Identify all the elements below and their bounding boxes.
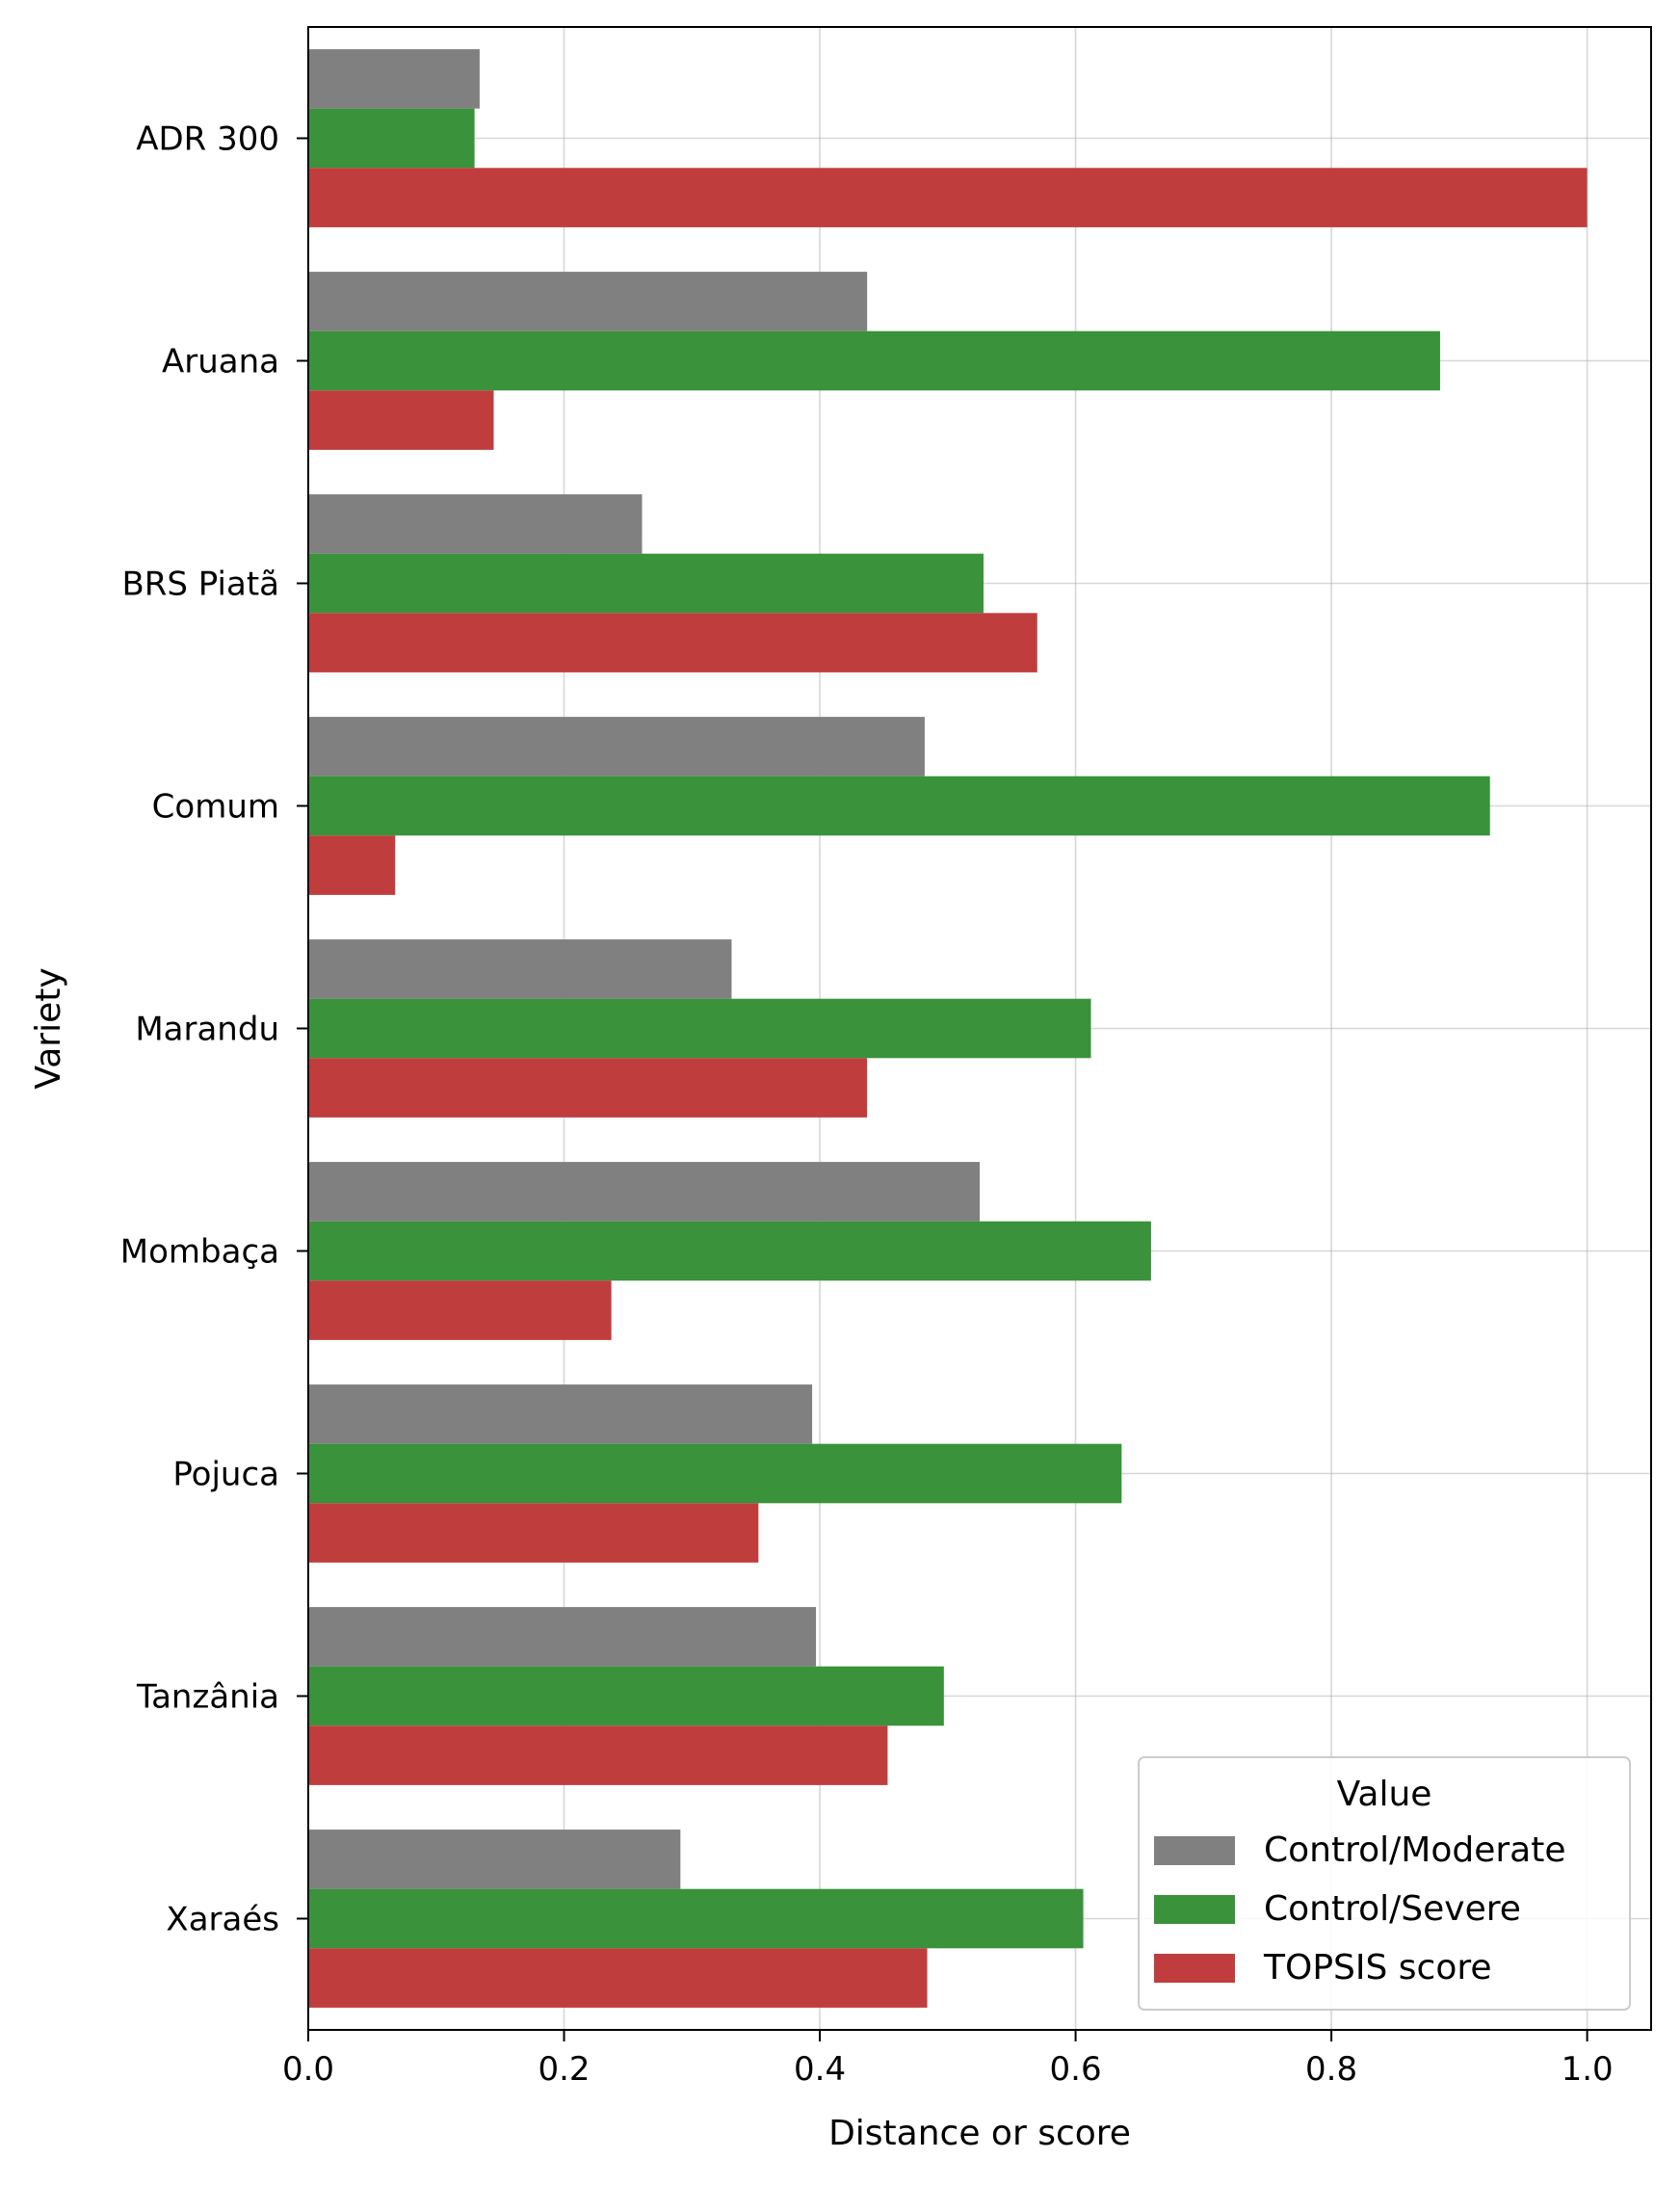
x-tick-label: 0.0	[282, 2050, 334, 2089]
bar-control-severe	[308, 553, 984, 614]
legend-swatch	[1154, 1895, 1235, 1924]
bar-control-moderate	[308, 717, 925, 777]
y-tick-label: Mombaça	[120, 1233, 279, 1272]
y-tick-label: Pojuca	[172, 1456, 279, 1494]
bar-topsis-score	[308, 1503, 759, 1563]
x-tick-label: 0.4	[794, 2050, 846, 2089]
legend-label: Control/Severe	[1264, 1889, 1521, 1929]
bar-control-moderate	[308, 494, 643, 554]
x-axis-title: Distance or score	[828, 2114, 1131, 2153]
x-tick-label: 0.6	[1050, 2050, 1102, 2089]
y-tick-label: BRS Piatã	[121, 566, 279, 604]
bar-control-severe	[308, 1666, 944, 1726]
bar-topsis-score	[308, 1280, 612, 1340]
bar-control-severe	[308, 1443, 1122, 1504]
bar-topsis-score	[308, 1058, 868, 1118]
bar-topsis-score	[308, 1725, 888, 1785]
bar-control-severe	[308, 108, 475, 169]
bar-control-moderate	[308, 939, 732, 999]
x-tick-label: 1.0	[1562, 2050, 1614, 2089]
bars	[308, 49, 1588, 2008]
y-tick-label: Comum	[152, 788, 279, 827]
bar-control-severe	[308, 1221, 1151, 1281]
legend-label: Control/Moderate	[1264, 1830, 1565, 1870]
bar-topsis-score	[308, 613, 1037, 672]
bar-topsis-score	[308, 168, 1588, 227]
bar-control-moderate	[308, 272, 868, 331]
bar-control-moderate	[308, 1607, 817, 1667]
y-axis-title: Variety	[29, 967, 68, 1089]
bar-topsis-score	[308, 835, 396, 895]
y-tick-label: ADR 300	[136, 120, 279, 159]
bar-control-severe	[308, 330, 1440, 391]
bar-control-moderate	[308, 1384, 813, 1444]
bar-control-severe	[308, 1888, 1084, 1949]
bar-topsis-score	[308, 1948, 928, 2008]
y-tick-label: Xaraés	[166, 1901, 279, 1939]
y-tick-label: Aruana	[162, 343, 279, 382]
bar-control-moderate	[308, 1830, 681, 1889]
y-tick-label: Tanzânia	[136, 1678, 279, 1717]
legend-box	[1138, 1756, 1631, 2011]
bar-control-moderate	[308, 1162, 980, 1222]
x-tick-label: 0.2	[538, 2050, 590, 2089]
legend: Value Control/Moderate Control/Severe TOPS…	[1138, 1756, 1631, 2011]
bar-control-severe	[308, 998, 1091, 1059]
bar-control-severe	[308, 776, 1490, 836]
legend-swatch	[1154, 1954, 1235, 1983]
bar-topsis-score	[308, 390, 494, 450]
legend-swatch	[1154, 1836, 1235, 1865]
legend-label: TOPSIS score	[1263, 1948, 1492, 1988]
bar-control-moderate	[308, 49, 480, 109]
x-tick-label: 0.8	[1305, 2050, 1357, 2089]
y-tick-label: Marandu	[135, 1011, 279, 1049]
ticks: 0.0 0.2 0.4 0.6 0.8 1.0 ADR 300 Aruana BRS Piatã…	[120, 120, 1614, 2090]
legend-title: Value	[1337, 1775, 1432, 1814]
